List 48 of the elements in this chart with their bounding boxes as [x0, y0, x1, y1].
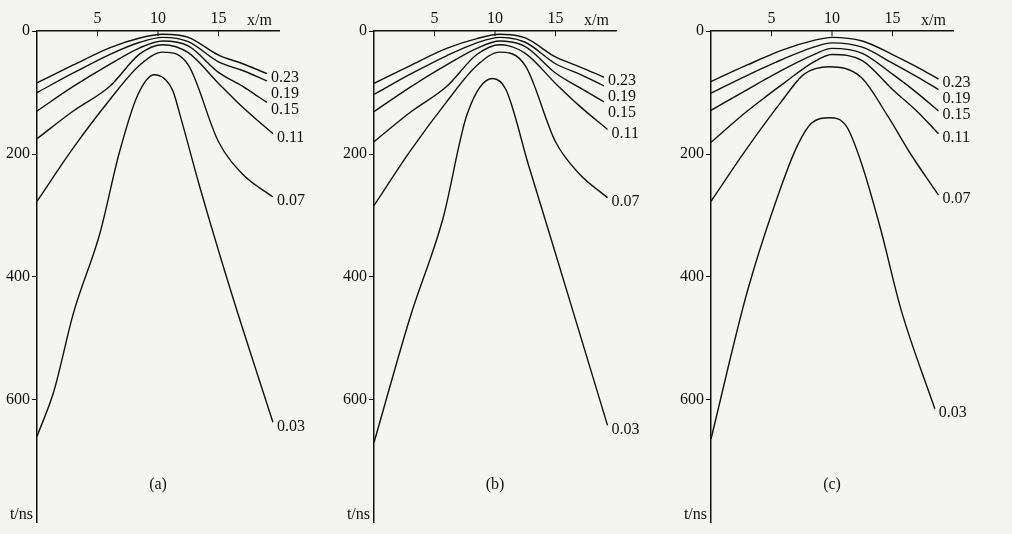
series-label: 0.23 — [270, 67, 299, 85]
y-tick-label: 600 — [680, 389, 704, 407]
series-label: 0.23 — [607, 71, 636, 89]
series-label: 0.07 — [942, 189, 971, 207]
series-label: 0.15 — [607, 103, 636, 121]
annotation: (b) — [485, 474, 505, 493]
x-tick-label: 5 — [93, 8, 102, 26]
series-label: 0.19 — [607, 87, 636, 105]
y-axis-title: t/ns — [683, 504, 707, 522]
x-tick-label: 5 — [767, 8, 776, 26]
series-label: 0.03 — [611, 419, 640, 437]
series-label: 0.23 — [942, 73, 971, 91]
series-label: 0.15 — [942, 105, 971, 123]
x-tick-label: 15 — [547, 8, 564, 26]
series-label: 0.11 — [276, 127, 305, 145]
series-label: 0.19 — [270, 83, 299, 101]
y-tick-label: 200 — [343, 144, 367, 162]
x-tick-label: 15 — [884, 8, 901, 26]
y-axis-title: t/ns — [9, 504, 33, 522]
x-tick-label: 10 — [487, 8, 503, 26]
series-label: 0.03 — [276, 416, 305, 434]
y-axis-title: t/ns — [346, 504, 370, 522]
y-tick-label: 600 — [343, 389, 367, 407]
x-axis-title: x/m — [247, 11, 273, 29]
series-label: 0.11 — [942, 127, 970, 145]
y-tick-label: 0 — [22, 21, 30, 39]
x-tick-label: 10 — [150, 8, 166, 26]
x-tick-label: 15 — [210, 8, 227, 26]
series-label: 0.07 — [276, 191, 305, 209]
x-axis-title: x/m — [584, 11, 610, 29]
series-label: 0.19 — [942, 89, 971, 107]
y-tick-label: 400 — [6, 267, 30, 284]
series-label: 0.11 — [611, 123, 639, 141]
series-label: 0.03 — [938, 403, 967, 421]
y-tick-label: 200 — [680, 144, 704, 162]
x-tick-label: 5 — [430, 8, 439, 26]
series-label: 0.07 — [611, 191, 640, 209]
y-tick-label: 0 — [359, 21, 367, 39]
y-tick-label: 0 — [696, 21, 704, 39]
x-axis-title: x/m — [921, 11, 947, 29]
y-tick-label: 200 — [6, 144, 30, 162]
y-tick-label: 400 — [680, 267, 704, 284]
annotation: (c) — [823, 474, 841, 493]
annotation: (a) — [149, 474, 167, 493]
y-tick-label: 400 — [343, 267, 367, 284]
series-label: 0.15 — [270, 99, 299, 117]
y-tick-label: 600 — [6, 389, 30, 407]
x-tick-label: 10 — [824, 8, 840, 26]
